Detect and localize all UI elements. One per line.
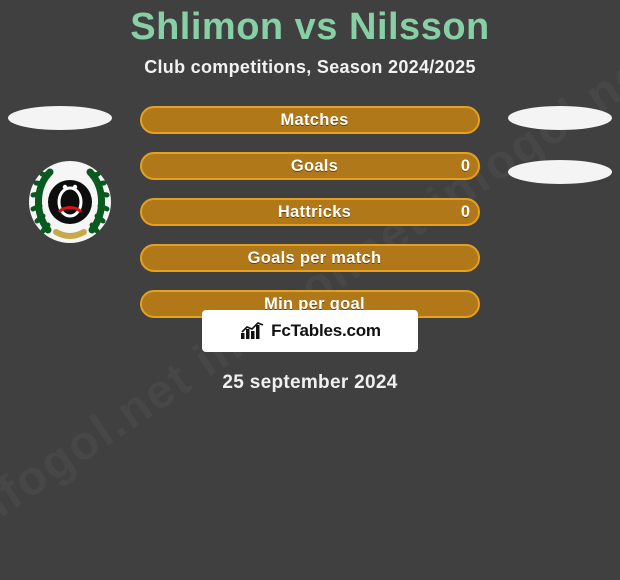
page-subtitle: Club competitions, Season 2024/2025 bbox=[0, 57, 620, 78]
bar-pill bbox=[140, 198, 480, 226]
bar-value-right: 0 bbox=[461, 152, 470, 180]
stat-bars: Matches Goals 0 Hattricks 0 Goals per ma… bbox=[140, 106, 480, 336]
bar-pill bbox=[140, 244, 480, 272]
bar-value-right: 0 bbox=[461, 198, 470, 226]
footer-date: 25 september 2024 bbox=[0, 372, 620, 394]
player-right-club-badge bbox=[508, 160, 612, 184]
club-emblem-left bbox=[28, 160, 112, 244]
player-right-name-badge bbox=[508, 106, 612, 130]
bar-row-goals-per-match: Goals per match bbox=[140, 244, 480, 272]
bar-pill bbox=[140, 152, 480, 180]
bar-pill bbox=[140, 106, 480, 134]
brand-text: FcTables.com bbox=[271, 321, 381, 341]
bar-row-goals: Goals 0 bbox=[140, 152, 480, 180]
player-left-name-badge bbox=[8, 106, 112, 130]
page-title: Shlimon vs Nilsson bbox=[0, 6, 620, 49]
bar-chart-icon bbox=[239, 321, 265, 341]
brand-box[interactable]: FcTables.com bbox=[202, 310, 418, 352]
bar-row-matches: Matches bbox=[140, 106, 480, 134]
bar-row-hattricks: Hattricks 0 bbox=[140, 198, 480, 226]
content-root: Shlimon vs Nilsson Club competitions, Se… bbox=[0, 0, 620, 394]
